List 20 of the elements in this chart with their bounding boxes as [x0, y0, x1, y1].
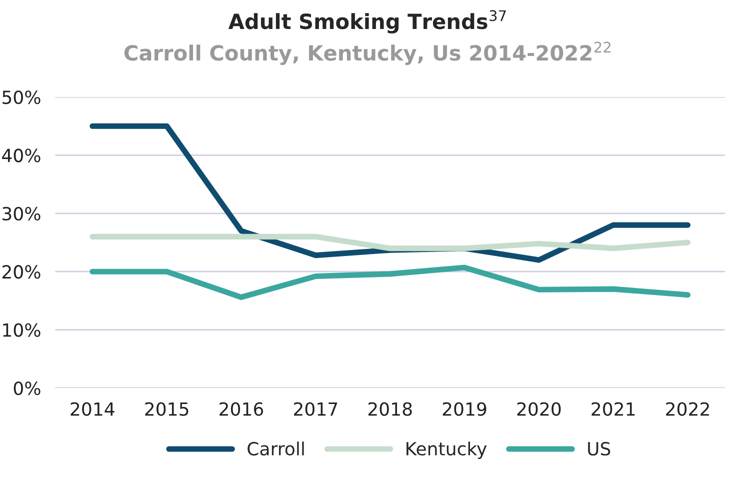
y-tick-label: 30%: [2, 206, 40, 221]
x-tick-label: 2021: [592, 402, 635, 416]
x-tick-label: 2017: [294, 402, 338, 416]
y-tick-label: 40%: [2, 148, 40, 162]
x-tick-label: 2014: [70, 402, 114, 416]
chart-title: Adult Smoking Trends$^{37}$: [228, 10, 506, 34]
x-tick-label: 2019: [442, 402, 486, 416]
chart-subtitle: Carroll County, Kentucky, Us 2014-2022$^{22}$: [124, 42, 610, 65]
x-tick-label: 2018: [368, 402, 412, 416]
legend-label: Kentucky: [406, 442, 487, 460]
x-tick-label: 2016: [220, 402, 264, 416]
x-tick-label: 2015: [145, 402, 188, 416]
y-tick-label: 50%: [2, 90, 40, 104]
y-tick-label: 10%: [3, 323, 40, 337]
x-tick-label: 2020: [517, 402, 561, 416]
y-tick-label: 0%: [14, 381, 40, 396]
legend-label: US: [588, 442, 610, 456]
legend-label: Carroll: [248, 442, 304, 456]
y-tick-label: 20%: [2, 265, 40, 279]
x-tick-label: 2022: [666, 402, 709, 416]
